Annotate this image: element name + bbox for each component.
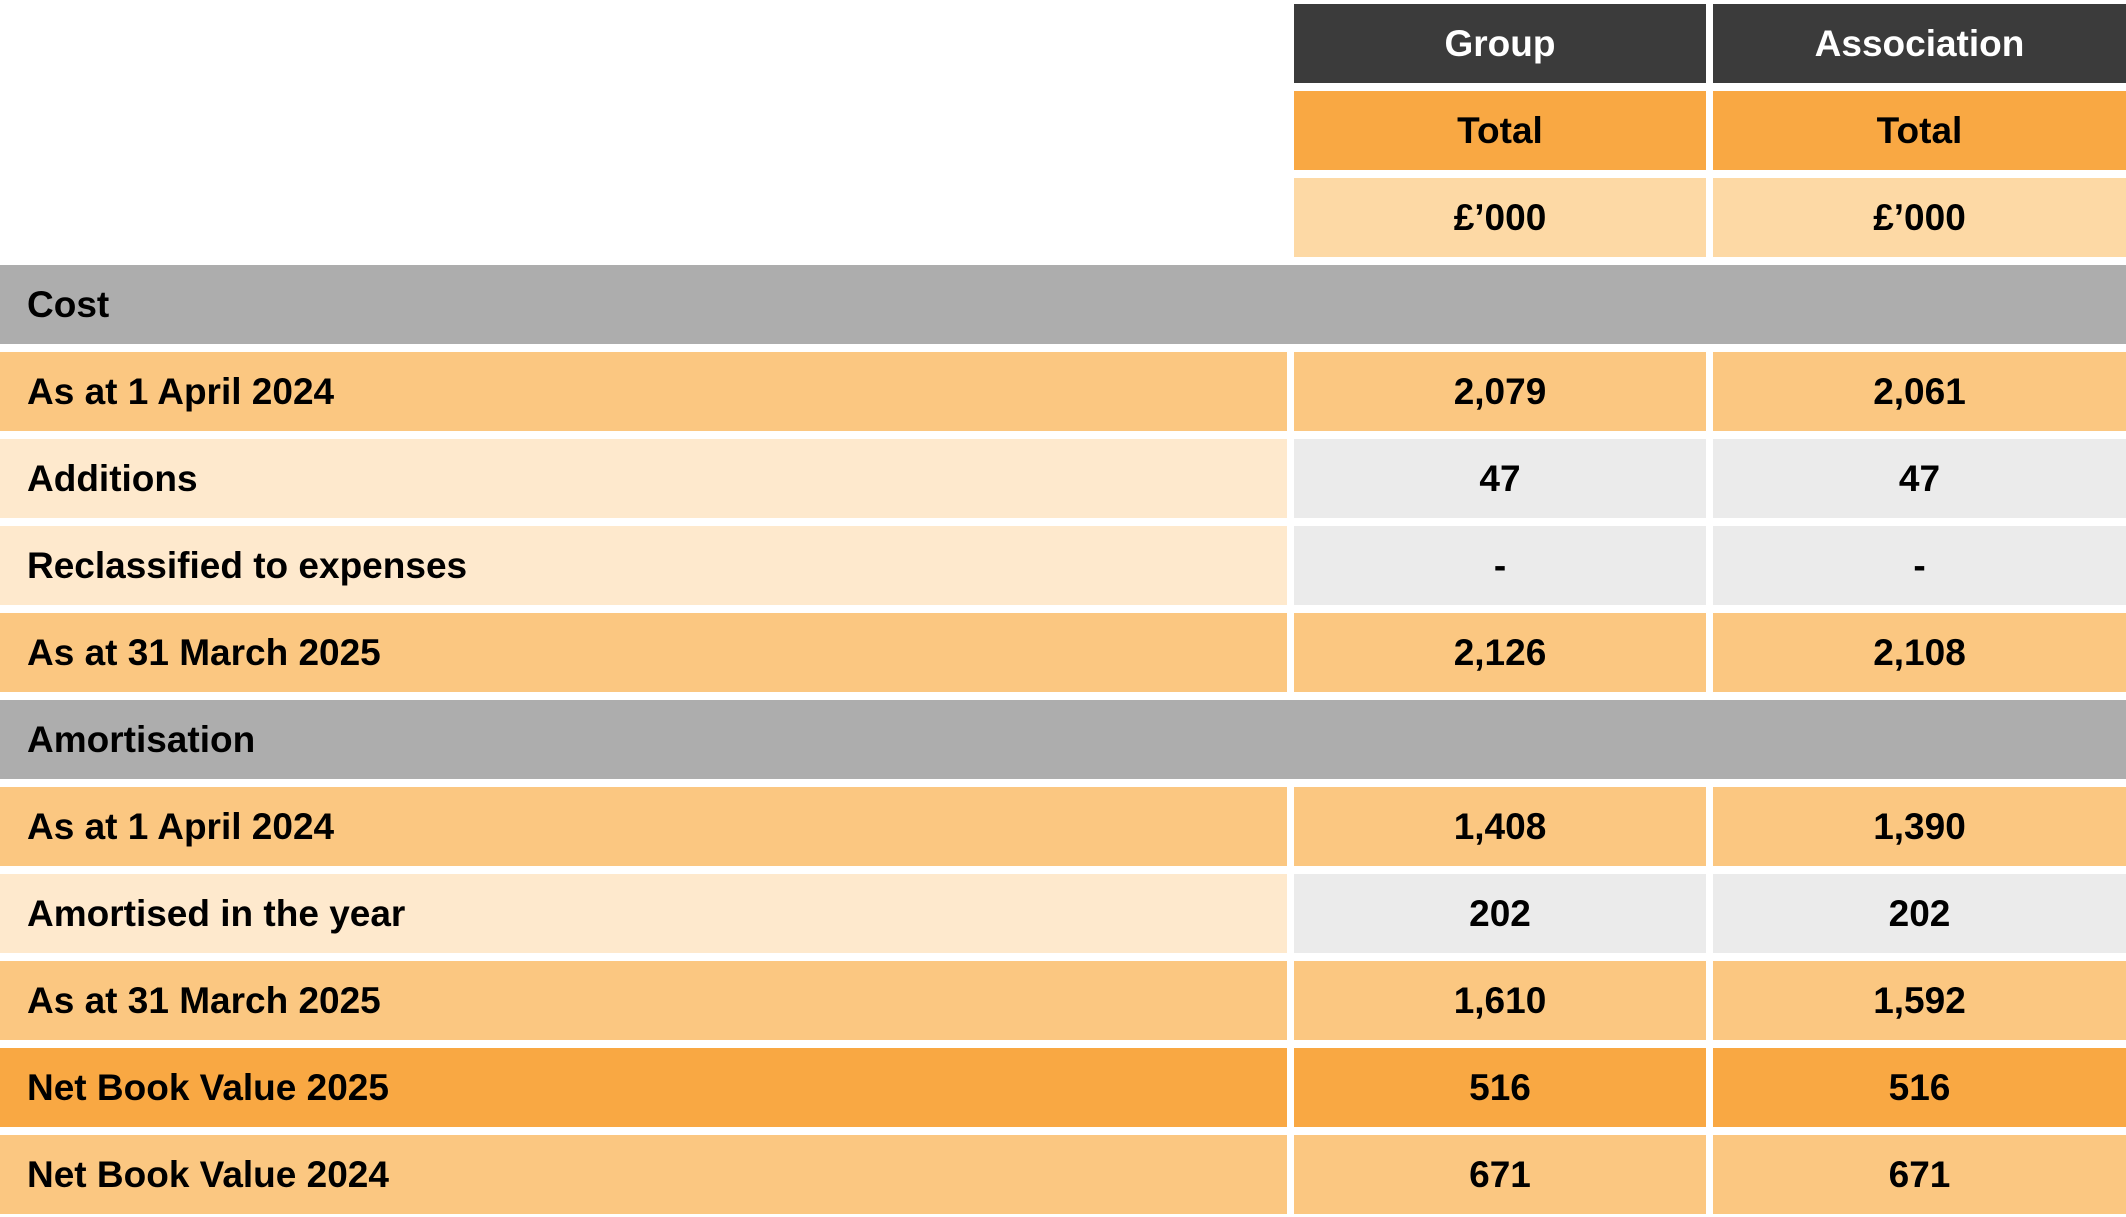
- cell-group-value: 1,408: [1294, 787, 1706, 866]
- cell-association-value: 671: [1713, 1135, 2126, 1214]
- section-header-cost: Cost: [0, 265, 2126, 344]
- cell-association-value: 1,592: [1713, 961, 2126, 1040]
- row-label: Net Book Value 2025: [0, 1048, 1287, 1127]
- cell-group-value: 2,126: [1294, 613, 1706, 692]
- cell-group-value: 47: [1294, 439, 1706, 518]
- units-group: £’000: [1294, 178, 1706, 257]
- column-header-group: Group: [1294, 4, 1706, 83]
- row-label: Amortised in the year: [0, 874, 1287, 953]
- cell-association-value: 516: [1713, 1048, 2126, 1127]
- units-spacer: [0, 178, 1287, 257]
- row-label: As at 31 March 2025: [0, 961, 1287, 1040]
- cell-group-value: 1,610: [1294, 961, 1706, 1040]
- cell-group-value: 516: [1294, 1048, 1706, 1127]
- cell-association-value: 2,108: [1713, 613, 2126, 692]
- row-label: As at 31 March 2025: [0, 613, 1287, 692]
- cell-group-value: -: [1294, 526, 1706, 605]
- section-header-amortisation: Amortisation: [0, 700, 2126, 779]
- row-label: As at 1 April 2024: [0, 352, 1287, 431]
- cell-association-value: 2,061: [1713, 352, 2126, 431]
- cell-association-value: -: [1713, 526, 2126, 605]
- subheader-group-total: Total: [1294, 91, 1706, 170]
- column-header-association: Association: [1713, 4, 2126, 83]
- cell-group-value: 671: [1294, 1135, 1706, 1214]
- cell-group-value: 202: [1294, 874, 1706, 953]
- row-label: Additions: [0, 439, 1287, 518]
- units-association: £’000: [1713, 178, 2126, 257]
- row-label: Net Book Value 2024: [0, 1135, 1287, 1214]
- cell-association-value: 1,390: [1713, 787, 2126, 866]
- subheader-spacer: [0, 91, 1287, 170]
- row-label: Reclassified to expenses: [0, 526, 1287, 605]
- header-spacer: [0, 4, 1287, 83]
- row-label: As at 1 April 2024: [0, 787, 1287, 866]
- cell-group-value: 2,079: [1294, 352, 1706, 431]
- cell-association-value: 47: [1713, 439, 2126, 518]
- subheader-association-total: Total: [1713, 91, 2126, 170]
- cell-association-value: 202: [1713, 874, 2126, 953]
